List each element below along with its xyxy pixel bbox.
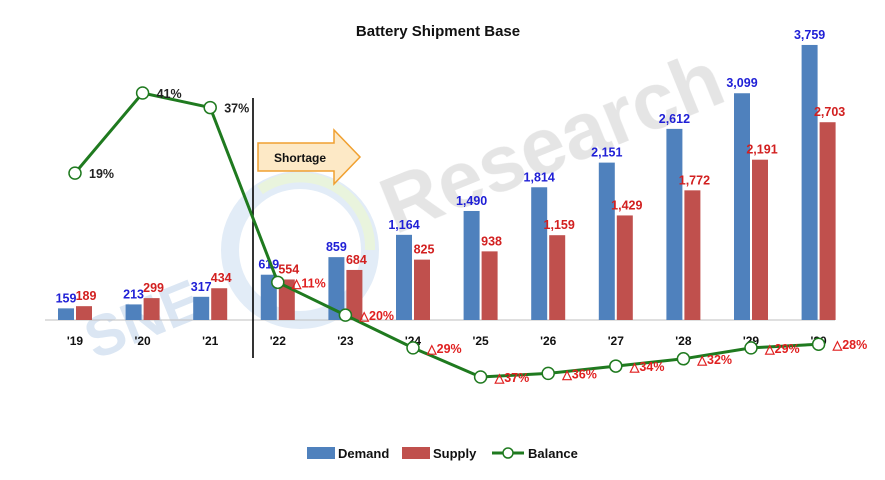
balance-point xyxy=(203,100,217,115)
balance-series-line xyxy=(73,91,819,379)
balance-value-label: △28% xyxy=(832,338,868,352)
demand-bar xyxy=(58,308,74,320)
x-tick-label: '25 xyxy=(472,334,489,348)
balance-value-label: 19% xyxy=(89,167,114,181)
balance-point xyxy=(609,359,623,373)
x-tick-label: '23 xyxy=(337,334,354,348)
supply-value-label: 2,703 xyxy=(814,105,845,119)
supply-bar xyxy=(549,235,566,320)
supply-bar xyxy=(819,122,836,320)
x-tick-label: '27 xyxy=(608,334,625,348)
supply-value-label: 825 xyxy=(414,243,435,257)
balance-point xyxy=(406,341,420,355)
demand-value-label: 317 xyxy=(191,280,212,294)
demand-value-label: 3,099 xyxy=(726,76,757,90)
demand-bar xyxy=(598,162,615,320)
demand-bar xyxy=(734,93,750,321)
x-tick-label: '26 xyxy=(540,334,557,348)
x-tick-label: '19 xyxy=(67,334,84,348)
x-tick-label: '28 xyxy=(675,334,692,348)
x-tick-label: '20 xyxy=(134,334,151,348)
balance-point xyxy=(338,308,353,322)
supply-value-label: 938 xyxy=(481,234,502,248)
demand-value-label: 1,814 xyxy=(524,170,555,184)
supply-bar xyxy=(414,259,430,320)
demand-bar xyxy=(531,187,548,320)
legend-label-demand: Demand xyxy=(338,446,389,461)
supply-value-label: 554 xyxy=(278,262,299,276)
balance-point xyxy=(135,86,150,100)
supply-value-label: 434 xyxy=(211,271,232,285)
demand-value-label: 2,151 xyxy=(591,146,622,160)
demand-value-label: 859 xyxy=(326,240,347,254)
balance-point xyxy=(541,366,555,381)
legend-swatch-demand xyxy=(307,447,335,459)
x-tick-label: '22 xyxy=(270,334,287,348)
bars xyxy=(58,44,836,321)
supply-value-label: 2,191 xyxy=(746,143,777,157)
demand-value-label: 619 xyxy=(258,258,279,272)
supply-bar xyxy=(211,288,228,320)
supply-value-label: 299 xyxy=(143,281,164,295)
balance-value-label: △36% xyxy=(561,367,597,381)
demand-bar xyxy=(396,234,412,320)
supply-bar xyxy=(143,298,160,320)
demand-bar xyxy=(328,257,345,320)
balance-value-label: 41% xyxy=(157,87,182,101)
supply-value-label: 1,159 xyxy=(544,218,575,232)
demand-bar xyxy=(666,128,683,320)
balance-value-label: △37% xyxy=(494,371,530,385)
balance-value-label: △34% xyxy=(629,360,665,374)
supply-value-label: 1,429 xyxy=(611,198,642,212)
supply-value-label: 189 xyxy=(76,289,97,303)
supply-bar xyxy=(752,159,768,320)
supply-value-label: 1,772 xyxy=(679,173,710,187)
legend-label-supply: Supply xyxy=(433,446,477,461)
balance-value-label: 37% xyxy=(224,102,249,116)
shortage-arrow xyxy=(257,128,362,186)
shortage-label: Shortage xyxy=(274,151,326,165)
supply-bar xyxy=(76,306,92,320)
demand-bar xyxy=(463,210,480,320)
balance-point xyxy=(68,166,82,180)
chart-title: Battery Shipment Base xyxy=(356,23,520,40)
balance-line xyxy=(68,86,826,384)
supply-bar xyxy=(616,215,633,320)
supply-bar xyxy=(346,269,363,320)
demand-value-label: 2,612 xyxy=(659,112,690,126)
balance-point xyxy=(676,352,691,366)
balance-point xyxy=(811,337,826,351)
supply-value-label: 684 xyxy=(346,253,367,267)
demand-value-label: 159 xyxy=(56,291,77,305)
balance-value-label: △32% xyxy=(696,353,732,367)
demand-value-label: 1,490 xyxy=(456,194,487,208)
x-tick-label: '21 xyxy=(202,334,219,348)
legend-swatch-supply xyxy=(402,447,430,459)
demand-value-label: 1,164 xyxy=(388,218,419,232)
demand-value-label: 3,759 xyxy=(794,28,825,42)
balance-point xyxy=(473,370,488,384)
balance-point xyxy=(744,341,758,355)
balance-value-label: △20% xyxy=(358,309,394,323)
demand-bar xyxy=(125,304,142,320)
shortage-annotation: Shortage xyxy=(257,128,362,186)
balance-value-label: △29% xyxy=(764,342,800,356)
supply-bar xyxy=(684,190,701,320)
legend-label-balance: Balance xyxy=(528,446,578,461)
balance-point xyxy=(271,275,285,290)
demand-bar xyxy=(801,44,818,320)
demand-bar xyxy=(193,296,210,320)
supply-bar xyxy=(481,251,498,320)
balance-value-label: △29% xyxy=(426,342,462,356)
legend-swatch-balance-marker xyxy=(502,447,514,459)
demand-value-label: 213 xyxy=(123,287,144,301)
legend: Demand Supply Balance xyxy=(307,446,578,461)
balance-labels: 19% 41% 37% △11% △20% △29% △37% △36% △34% △32% △29… xyxy=(89,87,867,385)
balance-value-label: △11% xyxy=(291,276,326,290)
